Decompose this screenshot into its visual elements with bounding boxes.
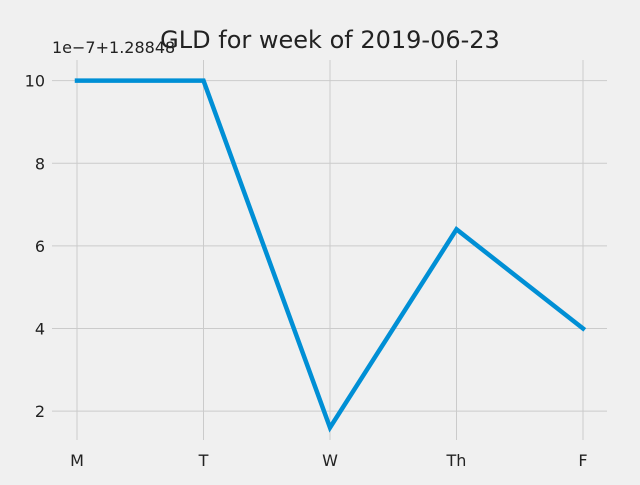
axis-offset-label: 1e−7+1.28848 bbox=[52, 38, 175, 57]
x-tick-label: W bbox=[322, 451, 338, 470]
chart-title: GLD for week of 2019-06-23 bbox=[160, 26, 500, 54]
x-tick-label: T bbox=[198, 451, 209, 470]
y-tick-label: 2 bbox=[35, 402, 45, 421]
y-tick-label: 8 bbox=[35, 154, 45, 173]
y-tick-label: 4 bbox=[35, 319, 45, 338]
y-tick-label: 6 bbox=[35, 237, 45, 256]
x-tick-label: F bbox=[578, 451, 587, 470]
x-tick-label: Th bbox=[446, 451, 467, 470]
y-tick-label: 10 bbox=[25, 72, 45, 91]
x-tick-label: M bbox=[70, 451, 84, 470]
